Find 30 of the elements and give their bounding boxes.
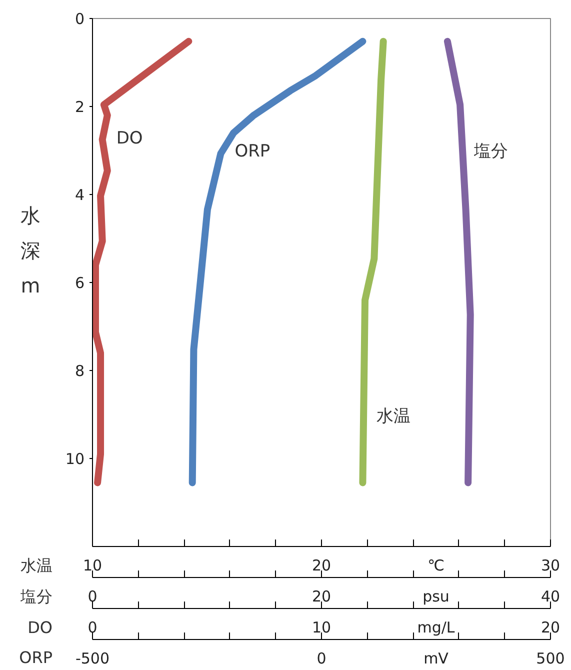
x2-tick-label: 0 xyxy=(88,588,98,606)
x2-axis-title: 塩分 xyxy=(20,587,52,606)
y-tick-label: 4 xyxy=(74,186,85,204)
y-tick-label: 2 xyxy=(74,98,85,116)
x2-axis-title: ORP xyxy=(19,648,53,667)
y-tick-label: 6 xyxy=(74,274,85,292)
x-tick-label: mg/L xyxy=(417,618,456,636)
y-tick-label: 8 xyxy=(74,362,85,380)
x-tick-label: 10 xyxy=(312,618,332,636)
x-axis-title: 水温 xyxy=(20,556,52,575)
x-tick-label: 0 xyxy=(88,618,98,636)
x-tick-label: 20 xyxy=(312,556,332,574)
x-tick-label: ℃ xyxy=(428,556,444,574)
x2-tick-label: -500 xyxy=(75,650,110,668)
series-label: 水温 xyxy=(376,406,411,426)
series-label: 塩分 xyxy=(473,142,508,162)
x2-tick-label: psu xyxy=(422,588,450,606)
x2-tick-label: 0 xyxy=(316,650,326,668)
x2-tick-label: 40 xyxy=(540,588,560,606)
y-axis-title: 水深m xyxy=(20,204,40,298)
x-axis-title: DO xyxy=(28,618,53,637)
x2-tick-label: mV xyxy=(424,650,450,668)
x2-tick-label: 20 xyxy=(312,588,332,606)
series-label: DO xyxy=(116,128,143,148)
y-tick-label: 10 xyxy=(65,450,85,468)
x-tick-label: 20 xyxy=(540,618,560,636)
x-tick-label: 30 xyxy=(540,556,560,574)
series-label: ORP xyxy=(234,142,270,162)
y-tick-label: 0 xyxy=(74,10,85,28)
x2-tick-label: 500 xyxy=(536,650,565,668)
